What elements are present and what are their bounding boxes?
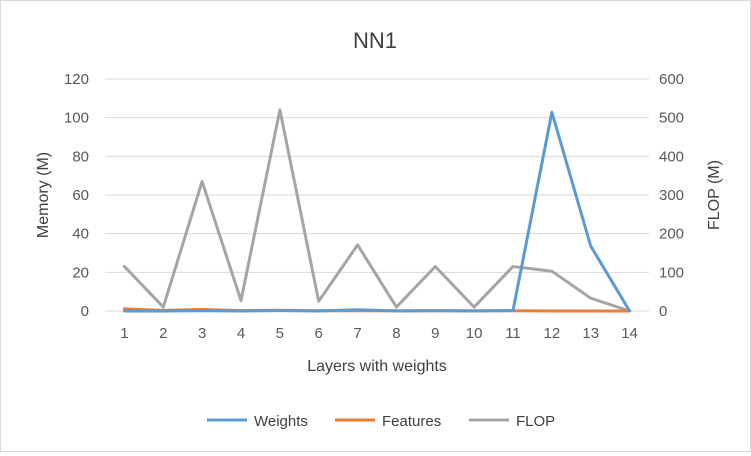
y-axis-label: Memory (M) bbox=[35, 152, 52, 238]
x-tick-label: 3 bbox=[198, 325, 206, 342]
legend-label-features: Features bbox=[382, 413, 441, 430]
series-line-weights bbox=[122, 110, 632, 313]
y-tick-label: 100 bbox=[64, 110, 89, 127]
y-tick-label: 20 bbox=[72, 264, 89, 281]
x-tick-label: 10 bbox=[466, 325, 483, 342]
y-tick-label: 40 bbox=[72, 226, 89, 243]
x-tick-label: 13 bbox=[582, 325, 599, 342]
x-tick-label: 4 bbox=[237, 325, 245, 342]
legend: Weights Features FLOP bbox=[207, 413, 555, 430]
gridlines bbox=[105, 78, 649, 312]
y2-tick-label: 100 bbox=[659, 264, 684, 281]
left-axis-ticks: 0 20 40 60 80 100 120 bbox=[64, 71, 89, 320]
x-tick-label: 9 bbox=[431, 325, 439, 342]
x-axis-ticks: 1 2 3 4 5 6 7 8 9 10 11 12 13 14 bbox=[120, 325, 638, 342]
y-tick-label: 60 bbox=[72, 187, 89, 204]
y2-tick-label: 500 bbox=[659, 110, 684, 127]
x-tick-label: 6 bbox=[315, 325, 323, 342]
chart-title: NN1 bbox=[353, 28, 397, 53]
y2-tick-label: 200 bbox=[659, 226, 684, 243]
x-axis-label: Layers with weights bbox=[307, 358, 447, 375]
series-line-flop bbox=[122, 108, 632, 313]
x-tick-label: 12 bbox=[544, 325, 561, 342]
x-tick-label: 11 bbox=[505, 325, 521, 342]
y2-tick-label: 400 bbox=[659, 148, 684, 165]
y2-tick-label: 0 bbox=[659, 303, 667, 320]
y2-axis-label: FLOP (M) bbox=[706, 160, 723, 230]
series-lines bbox=[122, 108, 632, 313]
y-tick-label: 0 bbox=[81, 303, 89, 320]
x-tick-label: 1 bbox=[120, 325, 128, 342]
y2-tick-label: 600 bbox=[659, 71, 684, 88]
x-tick-label: 7 bbox=[353, 325, 361, 342]
right-axis-ticks: 0 100 200 300 400 500 600 bbox=[659, 71, 684, 320]
x-tick-label: 5 bbox=[276, 325, 284, 342]
y-tick-label: 120 bbox=[64, 71, 89, 88]
legend-label-flop: FLOP bbox=[516, 413, 555, 430]
x-tick-label: 14 bbox=[621, 325, 638, 342]
x-tick-label: 8 bbox=[392, 325, 400, 342]
legend-label-weights: Weights bbox=[254, 413, 308, 430]
x-tick-label: 2 bbox=[159, 325, 167, 342]
y-tick-label: 80 bbox=[72, 148, 89, 165]
y2-tick-label: 300 bbox=[659, 187, 684, 204]
